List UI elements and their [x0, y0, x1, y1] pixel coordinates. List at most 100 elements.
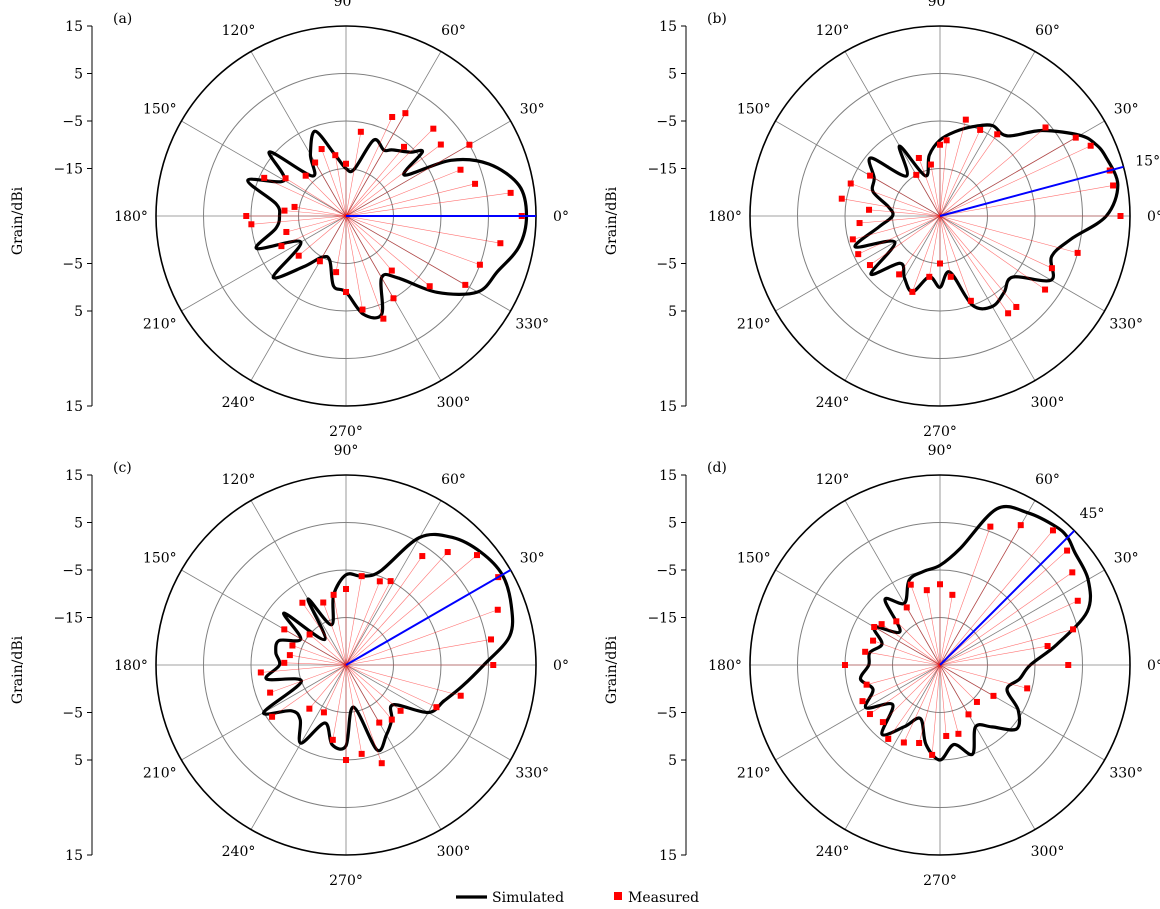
angle-label-150: 150° [143, 551, 177, 567]
measured-point [1024, 685, 1030, 691]
measured-point [908, 582, 914, 588]
measured-point [963, 117, 969, 123]
measured-point [488, 636, 494, 642]
measured-point [916, 740, 922, 746]
measured-point [419, 553, 425, 559]
measured-point [1073, 135, 1079, 141]
angle-label-270: 270° [329, 424, 363, 440]
measured-point [317, 258, 323, 264]
measured-point [377, 578, 383, 584]
angle-label-240: 240° [222, 844, 256, 860]
measured-point [913, 172, 919, 178]
measured-ray [940, 665, 969, 714]
radial-tick-label: 15 [659, 468, 677, 484]
angle-label-330: 330° [515, 766, 549, 782]
measured-ray [940, 216, 1078, 253]
radial-tick-label: −5 [656, 706, 677, 722]
angle-label-45: 45° [1080, 506, 1105, 522]
measured-point [402, 110, 408, 116]
angle-label-180: 180° [708, 658, 742, 674]
measured-point [867, 711, 873, 717]
measured-point [870, 638, 876, 644]
radial-tick-label: 5 [74, 304, 83, 320]
measured-point [893, 618, 899, 624]
measured-point [477, 262, 483, 268]
angle-label-270: 270° [923, 424, 957, 440]
radial-tick-label: −5 [62, 257, 83, 273]
angle-label-90: 90° [928, 0, 953, 10]
measured-point [937, 261, 943, 267]
measured-ray [873, 641, 940, 665]
measured-ray [346, 117, 392, 216]
measured-point [1088, 143, 1094, 149]
panel-label: (b) [707, 11, 727, 27]
measured-point [1075, 250, 1081, 256]
measured-point [1064, 548, 1070, 554]
measured-ray [867, 665, 940, 685]
measured-point [283, 175, 289, 181]
measured-ray [346, 610, 498, 665]
measured-point [380, 316, 386, 322]
measured-point [896, 271, 902, 277]
measured-ray [899, 216, 940, 274]
measured-point [944, 137, 950, 143]
measured-point [1013, 304, 1019, 310]
measured-point [312, 160, 318, 166]
beam-direction-line [940, 167, 1124, 216]
y-axis-label: Grain/dBi [10, 186, 26, 255]
measured-point [924, 587, 930, 593]
measured-point [472, 181, 478, 187]
measured-point [379, 760, 385, 766]
measured-ray [346, 170, 461, 216]
measured-point [243, 213, 249, 219]
radial-tick-label: 5 [74, 516, 83, 532]
y-axis-label: Grain/dBi [10, 635, 26, 704]
radial-tick-label: 15 [65, 399, 83, 415]
measured-point [848, 181, 854, 187]
measured-point [319, 146, 325, 152]
radial-tick-label: −15 [647, 162, 677, 178]
measured-point [990, 693, 996, 699]
radial-tick-label: 5 [668, 753, 677, 769]
angle-label-210: 210° [737, 766, 771, 782]
angle-label-90: 90° [334, 0, 359, 10]
measured-point [303, 173, 309, 179]
angle-label-300: 300° [1031, 844, 1065, 860]
measured-ray [264, 178, 346, 216]
legend-measured-marker [614, 892, 622, 900]
measured-point [968, 298, 974, 304]
angle-label-330: 330° [515, 317, 549, 333]
measured-point [1118, 213, 1124, 219]
measured-point [389, 717, 395, 723]
measured-point [937, 581, 943, 587]
measured-point [359, 573, 365, 579]
angle-label-0: 0° [553, 209, 569, 225]
measured-point [474, 552, 480, 558]
angle-label-15: 15° [1135, 153, 1160, 169]
y-axis-label: Grain/dBi [604, 186, 620, 255]
measured-point [401, 144, 407, 150]
angle-label-30: 30° [520, 102, 545, 118]
measured-point [296, 253, 302, 259]
measured-point [857, 220, 863, 226]
measured-point [1075, 598, 1081, 604]
radial-tick-label: 5 [668, 67, 677, 83]
measured-point [855, 251, 861, 257]
angle-label-270: 270° [329, 873, 363, 889]
angle-label-240: 240° [816, 395, 850, 411]
measured-point [283, 229, 289, 235]
measured-point [948, 274, 954, 280]
radial-tick-label: 15 [65, 468, 83, 484]
angle-label-60: 60° [1035, 472, 1060, 488]
measured-point [862, 649, 868, 655]
legend-measured-label: Measured [628, 890, 699, 906]
angle-label-150: 150° [143, 102, 177, 118]
measured-point [1069, 569, 1075, 575]
simulated-curve [248, 131, 527, 318]
measured-point [842, 662, 848, 668]
measured-ray [940, 665, 993, 696]
angle-label-150: 150° [737, 551, 771, 567]
measured-ray [299, 216, 346, 256]
measured-ray [851, 184, 940, 216]
